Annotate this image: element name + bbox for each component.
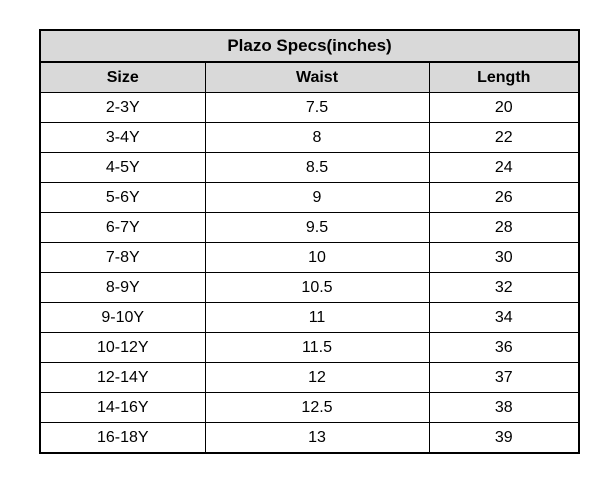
table-row: 12-14Y 12 37 — [39, 362, 580, 393]
size-cell: 9-10Y — [39, 302, 206, 333]
table-header-row: Size Waist Length — [39, 61, 580, 93]
length-cell: 38 — [428, 392, 580, 423]
length-cell: 22 — [428, 122, 580, 153]
waist-cell: 9.5 — [204, 212, 430, 243]
size-cell: 6-7Y — [39, 212, 206, 243]
table-title: Plazo Specs(inches) — [39, 29, 580, 63]
table-row: 14-16Y 12.5 38 — [39, 392, 580, 423]
waist-cell: 10.5 — [204, 272, 430, 303]
waist-cell: 10 — [204, 242, 430, 273]
length-cell: 26 — [428, 182, 580, 213]
column-header-length: Length — [428, 61, 580, 93]
size-cell: 8-9Y — [39, 272, 206, 303]
waist-cell: 12.5 — [204, 392, 430, 423]
waist-cell: 13 — [204, 422, 430, 454]
table-row: 3-4Y 8 22 — [39, 122, 580, 153]
column-header-size: Size — [39, 61, 206, 93]
table-row: 6-7Y 9.5 28 — [39, 212, 580, 243]
length-cell: 30 — [428, 242, 580, 273]
size-cell: 14-16Y — [39, 392, 206, 423]
waist-cell: 9 — [204, 182, 430, 213]
size-cell: 16-18Y — [39, 422, 206, 454]
waist-cell: 11.5 — [204, 332, 430, 363]
table-row: 2-3Y 7.5 20 — [39, 92, 580, 123]
waist-cell: 12 — [204, 362, 430, 393]
size-cell: 3-4Y — [39, 122, 206, 153]
length-cell: 20 — [428, 92, 580, 123]
table-row: 4-5Y 8.5 24 — [39, 152, 580, 183]
size-cell: 5-6Y — [39, 182, 206, 213]
table-row: 7-8Y 10 30 — [39, 242, 580, 273]
table-row: 8-9Y 10.5 32 — [39, 272, 580, 303]
waist-cell: 8.5 — [204, 152, 430, 183]
table-title-row: Plazo Specs(inches) — [39, 29, 580, 63]
size-cell: 2-3Y — [39, 92, 206, 123]
column-header-waist: Waist — [204, 61, 430, 93]
length-cell: 39 — [428, 422, 580, 454]
table-row: 9-10Y 11 34 — [39, 302, 580, 333]
waist-cell: 7.5 — [204, 92, 430, 123]
table-row: 16-18Y 13 39 — [39, 422, 580, 454]
length-cell: 37 — [428, 362, 580, 393]
size-cell: 7-8Y — [39, 242, 206, 273]
table-row: 5-6Y 9 26 — [39, 182, 580, 213]
length-cell: 36 — [428, 332, 580, 363]
waist-cell: 11 — [204, 302, 430, 333]
size-cell: 12-14Y — [39, 362, 206, 393]
waist-cell: 8 — [204, 122, 430, 153]
length-cell: 28 — [428, 212, 580, 243]
size-cell: 10-12Y — [39, 332, 206, 363]
length-cell: 24 — [428, 152, 580, 183]
length-cell: 32 — [428, 272, 580, 303]
table-row: 10-12Y 11.5 36 — [39, 332, 580, 363]
size-spec-table: Plazo Specs(inches) Size Waist Length 2-… — [39, 29, 581, 454]
size-cell: 4-5Y — [39, 152, 206, 183]
length-cell: 34 — [428, 302, 580, 333]
